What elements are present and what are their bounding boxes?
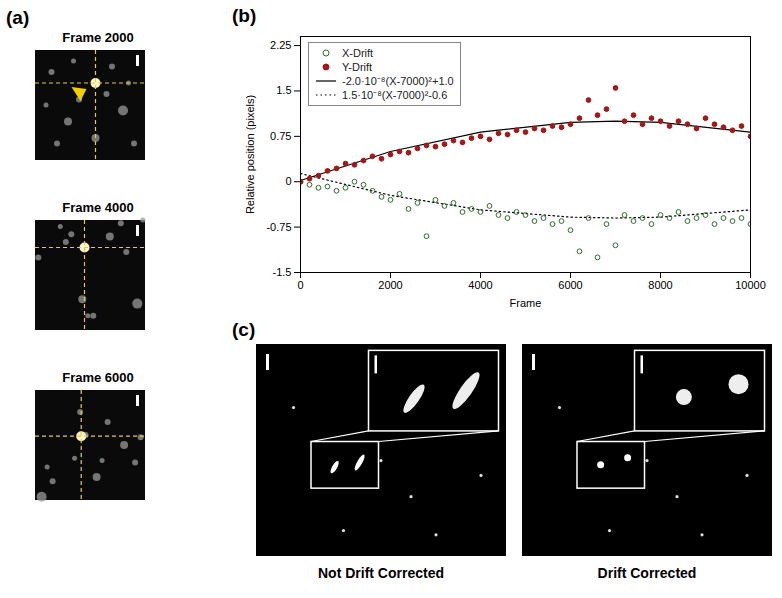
html-text:1.5·10⁻⁸(X-7000)²-0.6: 1.5·10⁻⁸(X-7000)²-0.6 xyxy=(342,89,448,101)
svg-text:4000: 4000 xyxy=(468,279,492,291)
svg-text:(b): (b) xyxy=(232,5,256,26)
svg-text:Not Drift Corrected: Not Drift Corrected xyxy=(318,565,444,581)
html-text:Y-Drift: Y-Drift xyxy=(342,61,373,73)
svg-text:(a): (a) xyxy=(6,7,29,28)
html-text:-2.0·10⁻⁸(X-7000)²+1.0: -2.0·10⁻⁸(X-7000)²+1.0 xyxy=(342,75,454,87)
svg-text:1.5: 1.5 xyxy=(276,84,291,96)
svg-text:0: 0 xyxy=(285,175,291,187)
svg-text:0: 0 xyxy=(297,279,303,291)
svg-text:2000: 2000 xyxy=(378,279,402,291)
svg-text:8000: 8000 xyxy=(648,279,672,291)
html-text:X-Drift: X-Drift xyxy=(342,47,374,59)
svg-text:-1.5: -1.5 xyxy=(273,266,292,278)
svg-text:Frame 2000: Frame 2000 xyxy=(62,30,134,45)
svg-text:Frame 4000: Frame 4000 xyxy=(62,200,134,215)
svg-text:(c): (c) xyxy=(232,319,255,340)
svg-text:Frame 6000: Frame 6000 xyxy=(62,370,134,385)
svg-text:-0.75: -0.75 xyxy=(266,221,291,233)
svg-text:Drift Corrected: Drift Corrected xyxy=(598,565,697,581)
svg-text:2.25: 2.25 xyxy=(270,39,291,51)
svg-text:10000: 10000 xyxy=(735,279,766,291)
svg-text:Relative position (pixels): Relative position (pixels) xyxy=(244,95,256,214)
svg-text:6000: 6000 xyxy=(558,279,582,291)
svg-text:0.75: 0.75 xyxy=(270,130,291,142)
svg-text:Frame: Frame xyxy=(510,297,542,309)
